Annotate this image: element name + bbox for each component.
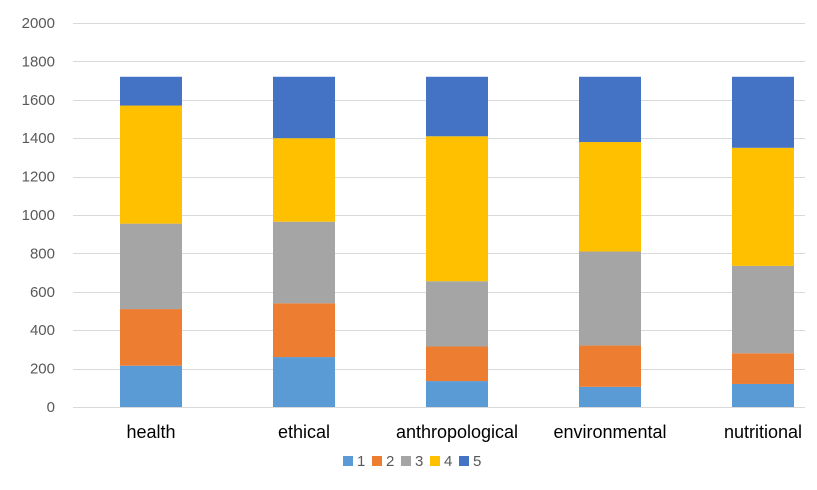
y-tick-label: 200 [30, 361, 55, 378]
bar-segment-nutritional-series-2 [732, 353, 794, 384]
legend: 1 2 3 4 5 [343, 453, 481, 470]
legend-swatch-1 [343, 456, 353, 466]
bar-segment-health-series-2 [120, 309, 182, 366]
bar-segment-nutritional-series-5 [732, 76, 794, 148]
y-tick-label: 0 [47, 399, 55, 416]
category-label-health: health [126, 422, 175, 442]
legend-swatch-4 [430, 456, 440, 466]
bar-segment-anthropological-series-3 [426, 281, 488, 347]
legend-label-1: 1 [357, 453, 365, 470]
bar-segment-ethical-series-2 [273, 303, 335, 358]
y-tick-label: 2000 [22, 15, 55, 32]
bar-segment-health-series-3 [120, 223, 182, 310]
category-label-anthropological: anthropological [396, 422, 518, 442]
bar-segment-environmental-series-1 [579, 386, 641, 407]
bar-segment-health-series-1 [120, 365, 182, 407]
y-axis-tick-labels: 0 200 400 600 800 1000 1200 1400 1600 1800 2000 [22, 15, 55, 416]
category-label-environmental: environmental [553, 422, 666, 442]
bar-segment-environmental-series-4 [579, 142, 641, 252]
legend-label-2: 2 [386, 453, 394, 470]
y-tick-label: 1400 [22, 130, 55, 147]
y-tick-label: 400 [30, 322, 55, 339]
bar-segment-nutritional-series-3 [732, 265, 794, 354]
bar-segment-ethical-series-1 [273, 357, 335, 407]
bar-segment-environmental-series-2 [579, 345, 641, 387]
y-tick-label: 1800 [22, 53, 55, 70]
bar-segment-anthropological-series-1 [426, 381, 488, 407]
legend-label-5: 5 [473, 453, 481, 470]
bar-segment-anthropological-series-2 [426, 346, 488, 382]
bar-segment-nutritional-series-4 [732, 147, 794, 266]
bar-segment-anthropological-series-5 [426, 76, 488, 137]
bar-segment-health-series-4 [120, 105, 182, 224]
y-tick-label: 800 [30, 245, 55, 262]
bar-segment-ethical-series-4 [273, 138, 335, 222]
legend-label-3: 3 [415, 453, 423, 470]
bar-segment-ethical-series-5 [273, 76, 335, 139]
y-tick-label: 1000 [22, 207, 55, 224]
y-tick-label: 1200 [22, 169, 55, 186]
category-label-nutritional: nutritional [724, 422, 802, 442]
bar-segment-nutritional-series-1 [732, 383, 794, 407]
legend-swatch-3 [401, 456, 411, 466]
legend-swatch-2 [372, 456, 382, 466]
bar-segment-anthropological-series-4 [426, 136, 488, 282]
bars [120, 76, 794, 407]
category-labels: health ethical anthropological environmenta… [126, 422, 802, 442]
legend-swatch-5 [459, 456, 469, 466]
y-tick-label: 1600 [22, 92, 55, 109]
y-tick-label: 600 [30, 284, 55, 301]
bar-segment-ethical-series-3 [273, 221, 335, 304]
bar-segment-health-series-5 [120, 76, 182, 106]
bar-segment-environmental-series-5 [579, 76, 641, 143]
legend-label-4: 4 [444, 453, 452, 470]
bar-segment-environmental-series-3 [579, 251, 641, 346]
category-label-ethical: ethical [278, 422, 330, 442]
